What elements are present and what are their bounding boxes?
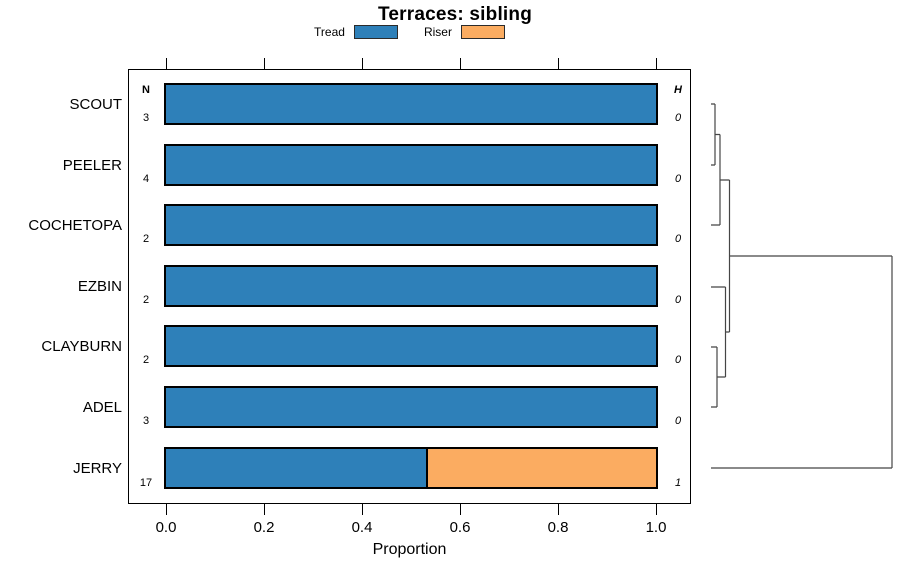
bar-segment-tread — [166, 267, 656, 305]
legend-label-riser: Riser — [423, 25, 452, 39]
bottom-tick-0.2 — [264, 504, 266, 515]
bar-ezbin — [164, 265, 658, 307]
bar-segment-tread — [166, 206, 656, 244]
n-value: 3 — [142, 415, 150, 427]
row-label-clayburn: CLAYBURN — [41, 338, 122, 355]
top-tick-0.6 — [460, 58, 462, 69]
bar-segment-tread — [166, 85, 656, 123]
bar-adel — [164, 386, 658, 428]
h-value: 0 — [674, 233, 682, 245]
bar-jerry — [164, 447, 658, 489]
bar-peeler — [164, 144, 658, 186]
x-tick-label: 0.0 — [155, 519, 177, 536]
x-tick-label: 0.8 — [547, 519, 569, 536]
n-value: 17 — [139, 477, 153, 489]
legend-entry-tread: Tread — [314, 25, 398, 39]
n-column-header: N — [142, 84, 150, 96]
h-value: 0 — [674, 354, 682, 366]
n-value: 4 — [142, 173, 150, 185]
row-label-jerry: JERRY — [73, 460, 122, 477]
h-column-header: H — [674, 84, 682, 96]
n-value: 3 — [142, 112, 150, 124]
n-value: 2 — [142, 233, 150, 245]
top-tick-1.0 — [656, 58, 658, 69]
x-axis-title: Proportion — [372, 541, 447, 558]
chart-title: Terraces: sibling — [377, 4, 533, 25]
bar-segment-riser — [425, 449, 656, 487]
bar-segment-tread — [166, 146, 656, 184]
h-value: 1 — [674, 477, 682, 489]
row-label-peeler: PEELER — [62, 157, 122, 174]
h-value: 0 — [674, 415, 682, 427]
row-label-scout: SCOUT — [69, 96, 123, 113]
bar-segment-tread — [166, 327, 656, 365]
row-label-ezbin: EZBIN — [77, 278, 122, 295]
bottom-tick-0.0 — [166, 504, 168, 515]
bottom-tick-0.6 — [460, 504, 462, 515]
legend-label-tread: Tread — [314, 25, 345, 39]
bar-scout — [164, 83, 658, 125]
x-tick-label: 0.2 — [253, 519, 275, 536]
bottom-tick-0.8 — [558, 504, 560, 515]
bar-segment-tread — [166, 388, 656, 426]
bar-cochetopa — [164, 204, 658, 246]
top-tick-0.4 — [362, 58, 364, 69]
legend-entry-riser: Riser — [424, 25, 505, 39]
top-tick-0.0 — [166, 58, 168, 69]
x-tick-label: 0.4 — [351, 519, 373, 536]
bar-clayburn — [164, 325, 658, 367]
row-label-cochetopa: COCHETOPA — [28, 217, 122, 234]
top-tick-0.8 — [558, 58, 560, 69]
h-value: 0 — [674, 173, 682, 185]
bottom-tick-1.0 — [656, 504, 658, 515]
bottom-tick-0.4 — [362, 504, 364, 515]
dendrogram-lines — [711, 103, 893, 469]
legend-swatch-tread-icon — [353, 25, 398, 39]
bar-segment-tread — [166, 449, 426, 487]
h-value: 0 — [674, 294, 682, 306]
top-tick-0.2 — [264, 58, 266, 69]
row-label-adel: ADEL — [82, 399, 122, 416]
x-tick-label: 0.6 — [449, 519, 471, 536]
x-tick-label: 1.0 — [645, 519, 667, 536]
n-value: 2 — [142, 354, 150, 366]
legend-swatch-riser-icon — [460, 25, 505, 39]
n-value: 2 — [142, 294, 150, 306]
legend: Tread Riser — [128, 24, 691, 40]
h-value: 0 — [674, 112, 682, 124]
